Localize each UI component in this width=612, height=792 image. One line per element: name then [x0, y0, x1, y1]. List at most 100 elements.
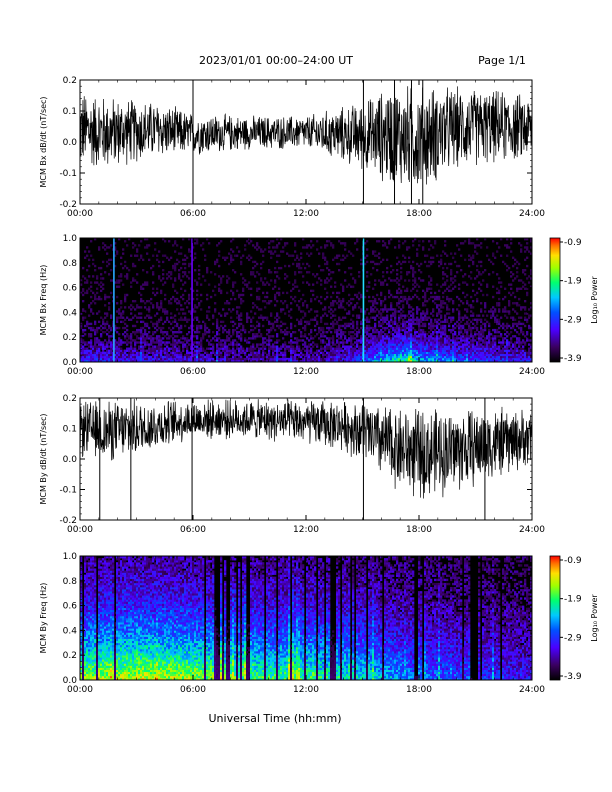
- spectrogram-cell: [516, 302, 519, 305]
- spectrogram-cell: [336, 347, 339, 350]
- spectrogram-cell: [476, 349, 479, 352]
- spectrogram-cell: [446, 349, 449, 352]
- spectrogram-cell: [122, 355, 125, 359]
- spectrogram-cell: [410, 333, 413, 336]
- spectrogram-cell: [108, 331, 111, 334]
- spectrogram-cell: [476, 264, 479, 268]
- spectrogram-cell: [340, 359, 343, 363]
- spectrogram-cell: [352, 308, 355, 311]
- spectrogram-cell: [498, 291, 501, 295]
- spectrogram-cell: [106, 264, 109, 268]
- spectrogram-cell: [260, 335, 263, 338]
- spectrogram-cell: [220, 343, 223, 346]
- spectrogram-cell: [422, 240, 425, 243]
- spectrogram-cell: [508, 351, 511, 355]
- spectrogram-cell: [352, 277, 355, 280]
- spectrogram-cell: [168, 271, 171, 274]
- spectrogram-cell: [348, 339, 351, 342]
- spectrogram-cell: [394, 314, 397, 317]
- spectrogram-cell: [312, 318, 315, 321]
- spectrogram-cell: [402, 320, 405, 324]
- spectrogram-cell: [496, 347, 499, 350]
- spectrogram-cell: [82, 316, 85, 319]
- spectrogram-cell: [364, 331, 367, 334]
- spectrogram-cell: [408, 353, 411, 357]
- spectrogram-cell: [148, 355, 151, 359]
- spectrogram-cell: [174, 355, 177, 359]
- spectrogram-cell: [334, 347, 337, 350]
- spectrogram-cell: [224, 312, 227, 315]
- spectrogram-cell: [156, 337, 159, 340]
- spectrogram-cell: [508, 324, 511, 328]
- spectrogram-cell: [454, 345, 457, 348]
- spectrogram-cell: [118, 337, 121, 340]
- spectrogram-cell: [338, 269, 341, 272]
- spectrogram-cell: [160, 349, 163, 352]
- spectrogram-cell: [500, 238, 503, 241]
- spectrogram-cell: [244, 349, 247, 352]
- spectrogram-cell: [400, 322, 403, 326]
- spectrogram-cell: [274, 304, 277, 307]
- spectrogram-cell: [108, 351, 111, 355]
- spectrogram-cell: [382, 281, 385, 284]
- spectrogram-cell: [400, 300, 403, 303]
- spectrogram-cell: [216, 331, 219, 334]
- spectrogram-cell: [316, 353, 319, 357]
- spectrogram-cell: [94, 357, 97, 361]
- spectrogram-cell: [104, 312, 107, 315]
- spectrogram-cell: [148, 258, 151, 262]
- spectrogram-cell: [86, 357, 89, 361]
- spectrogram-cell: [412, 359, 415, 363]
- spectrogram-cell: [198, 359, 201, 363]
- spectrogram-cell: [94, 281, 97, 284]
- spectrogram-cell: [222, 339, 225, 342]
- spectrogram-cell: [248, 287, 251, 290]
- spectrogram-cell: [490, 349, 493, 352]
- spectrogram-cell: [228, 333, 231, 336]
- spectrogram-cell: [214, 310, 217, 313]
- spectrogram-cell: [310, 297, 313, 301]
- spectrogram-cell: [364, 343, 367, 346]
- spectrogram-cell: [82, 335, 85, 338]
- spectrogram-cell: [218, 328, 221, 332]
- spectrogram-cell: [520, 328, 523, 332]
- spectrogram-cell: [314, 328, 317, 332]
- spectrogram-cell: [324, 331, 327, 334]
- spectrogram-cell: [354, 357, 357, 361]
- spectrogram-cell: [438, 335, 441, 338]
- spectrogram-cell: [360, 335, 363, 338]
- spectrogram-cell: [442, 295, 445, 299]
- spectrogram-cell: [420, 353, 423, 357]
- spectrogram-cell: [524, 324, 527, 328]
- spectrogram-cell: [156, 345, 159, 348]
- spectrogram-cell: [128, 238, 131, 241]
- spectrogram-cell: [122, 310, 125, 313]
- spectrogram-cell: [462, 333, 465, 336]
- spectrogram-cell: [464, 359, 467, 363]
- spectrogram-cell: [264, 295, 267, 299]
- spectrogram-cell: [198, 331, 201, 334]
- spectrogram-cell: [118, 238, 121, 241]
- spectrogram-cell: [152, 347, 155, 350]
- spectrogram-cell: [380, 343, 383, 346]
- spectrogram-cell: [414, 238, 417, 241]
- spectrogram-cell: [194, 341, 197, 344]
- spectrogram-cell: [454, 355, 457, 359]
- spectrogram-cell: [92, 345, 95, 348]
- spectrogram-cell: [396, 302, 399, 305]
- spectrogram-cell: [434, 297, 437, 301]
- spectrogram-cell: [472, 335, 475, 338]
- spectrogram-cell: [346, 349, 349, 352]
- spectrogram-cell: [482, 293, 485, 297]
- spectrogram-cell: [194, 279, 197, 282]
- spectrogram-cell: [414, 359, 417, 363]
- spectrogram-cell: [318, 357, 321, 361]
- spectrogram-cell: [456, 244, 459, 247]
- spectrogram-cell: [192, 341, 195, 344]
- spectrogram-cell: [442, 343, 445, 346]
- spectrogram-cell: [434, 320, 437, 324]
- spectrogram-cell: [494, 349, 497, 352]
- spectrogram-cell: [454, 359, 457, 363]
- spectrogram-cell: [124, 300, 127, 303]
- spectrogram-cell: [234, 349, 237, 352]
